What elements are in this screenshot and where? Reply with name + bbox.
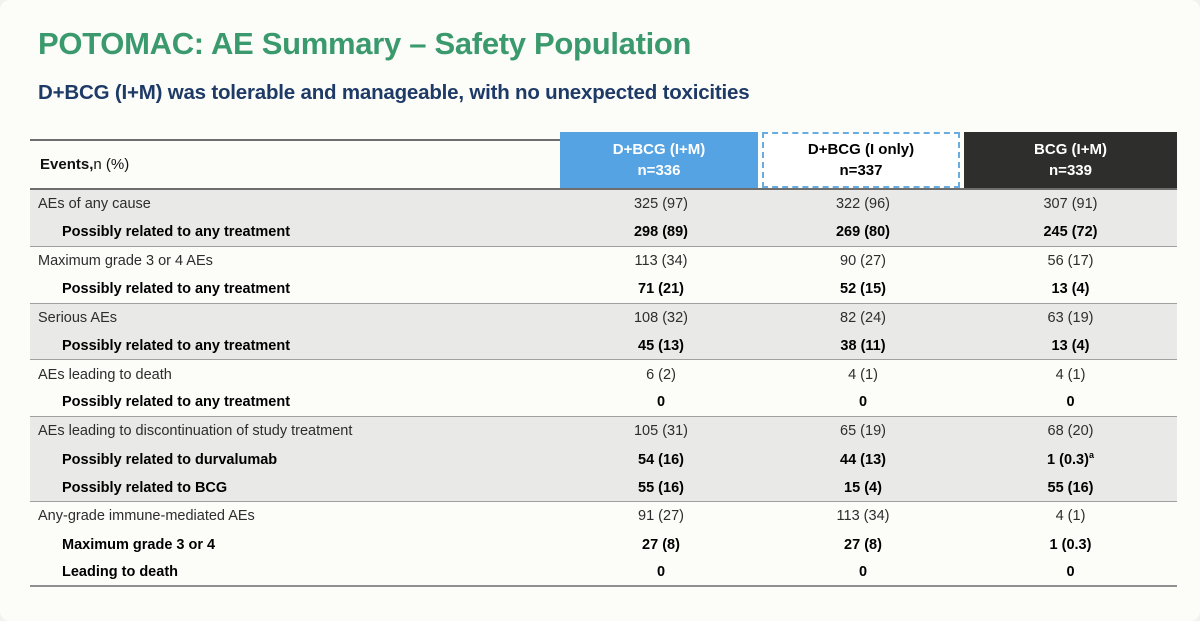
- row-label: Maximum grade 3 or 4 AEs: [38, 252, 213, 269]
- row-value: 82 (24): [840, 309, 886, 326]
- row-value: 55 (16): [1047, 479, 1094, 496]
- table-row: Leading to death 0 0 0: [30, 559, 1177, 588]
- table-row: AEs leading to death 6 (2) 4 (1) 4 (1): [30, 360, 1177, 388]
- row-value: 56 (17): [1047, 252, 1094, 269]
- row-value: 90 (27): [840, 252, 886, 269]
- page-subtitle: D+BCG (I+M) was tolerable and manageable…: [38, 81, 750, 104]
- row-label: Possibly related to durvalumab: [62, 451, 278, 468]
- table-row: Possibly related to BCG 55 (16) 15 (4) 55 (…: [30, 473, 1177, 503]
- table-row: Serious AEs 108 (32) 82 (24) 63 (19): [30, 303, 1177, 332]
- row-value: 1 (0.3): [1049, 536, 1092, 553]
- row-value: 113 (34): [836, 508, 890, 525]
- row-value: 44 (13): [840, 451, 886, 468]
- row-value: 52 (15): [840, 280, 886, 297]
- column-header-label: D+BCG (I+M): [612, 141, 706, 158]
- row-value: 6 (2): [646, 366, 676, 383]
- row-label: Possibly related to any treatment: [62, 337, 291, 354]
- row-label: Maximum grade 3 or 4: [62, 536, 216, 553]
- row-value: 322 (96): [835, 196, 890, 213]
- row-value: 0: [656, 394, 666, 411]
- row-value: 45 (13): [638, 337, 684, 354]
- row-value: 0: [1066, 564, 1075, 581]
- row-value: 91 (27): [638, 508, 684, 525]
- row-value: 1 (0.3)a: [1047, 449, 1094, 468]
- column-header-n: n=339: [1049, 162, 1092, 179]
- row-value: 0: [656, 564, 666, 581]
- row-value: 0: [858, 564, 868, 581]
- row-value: 113 (34): [634, 252, 688, 269]
- row-value: 71 (21): [638, 280, 684, 297]
- table-row: Any-grade immune-mediated AEs 91 (27) 113 …: [30, 502, 1177, 530]
- table-row: AEs leading to discontinuation of study …: [30, 417, 1177, 446]
- row-value: 325 (97): [633, 196, 688, 213]
- events-header-units: n (%): [93, 156, 130, 173]
- row-label: Possibly related to BCG: [62, 479, 228, 496]
- column-header-bcg-im: BCG (I+M) n=339: [964, 132, 1177, 188]
- row-label: Possibly related to any treatment: [62, 224, 291, 241]
- column-header-label: D+BCG (I only): [807, 141, 915, 158]
- row-label: Possibly related to any treatment: [62, 394, 291, 411]
- column-header-dbcg-im: D+BCG (I+M) n=336: [560, 132, 758, 188]
- row-label: Serious AEs: [38, 309, 117, 326]
- row-value: 68 (20): [1047, 423, 1094, 440]
- row-value: 63 (19): [1047, 309, 1094, 326]
- row-value: 65 (19): [840, 423, 886, 440]
- table-row: Possibly related to any treatment 298 (89…: [30, 218, 1177, 247]
- row-value: 27 (8): [642, 536, 680, 553]
- row-value: 4 (1): [1055, 366, 1086, 383]
- page-title: POTOMAC: AE Summary – Safety Population: [38, 26, 692, 61]
- row-value: 27 (8): [844, 536, 882, 553]
- row-value: 245 (72): [1043, 224, 1098, 241]
- ae-summary-table: Events, n (%) D+BCG (I+M) n=336 D+BCG (I…: [30, 132, 1177, 588]
- row-value: 108 (32): [633, 309, 688, 326]
- column-header-dbcg-i-only: D+BCG (I only) n=337: [762, 132, 960, 188]
- table-row: Possibly related to durvalumab 54 (16) 44 …: [30, 445, 1177, 474]
- row-value: 4 (1): [1055, 508, 1086, 525]
- column-header-label: BCG (I+M): [1034, 141, 1107, 158]
- row-label: AEs of any cause: [38, 196, 151, 213]
- row-label: Leading to death: [62, 564, 178, 581]
- row-value: 269 (80): [835, 224, 890, 241]
- row-value: 0: [1066, 394, 1075, 411]
- table-row: AEs of any cause 325 (97) 322 (96) 307 (91): [30, 190, 1177, 219]
- row-value: 13 (4): [1051, 337, 1090, 354]
- column-header-n: n=337: [839, 162, 883, 179]
- row-value: 307 (91): [1043, 196, 1098, 213]
- table-row: Possibly related to any treatment 45 (13)…: [30, 331, 1177, 361]
- row-value: 4 (1): [848, 366, 878, 383]
- events-column-header: Events, n (%): [30, 139, 560, 188]
- table-header-row: Events, n (%) D+BCG (I+M) n=336 D+BCG (I…: [30, 132, 1177, 190]
- row-value: 13 (4): [1051, 280, 1090, 297]
- table-body: AEs of any cause 325 (97) 322 (96) 307 (91)…: [30, 190, 1177, 588]
- column-header-n: n=336: [637, 162, 681, 179]
- row-value: 298 (89): [633, 224, 688, 241]
- row-label: AEs leading to death: [38, 366, 172, 383]
- row-value: 38 (11): [840, 337, 886, 354]
- table-row: Possibly related to any treatment 71 (21)…: [30, 275, 1177, 304]
- row-label: Any-grade immune-mediated AEs: [38, 508, 255, 525]
- table-row: Possibly related to any treatment 0 0 0: [30, 389, 1177, 418]
- events-header-label: Events,: [40, 156, 94, 173]
- row-value: 0: [858, 394, 868, 411]
- row-value: 105 (31): [633, 423, 688, 440]
- table-row: Maximum grade 3 or 4 AEs 113 (34) 90 (27) 5…: [30, 247, 1177, 275]
- row-value: 15 (4): [844, 479, 882, 496]
- row-label: Possibly related to any treatment: [62, 280, 291, 297]
- table-row: Maximum grade 3 or 4 27 (8) 27 (8) 1 (0.3): [30, 531, 1177, 559]
- row-value: 54 (16): [638, 451, 684, 468]
- row-value: 55 (16): [638, 479, 684, 496]
- row-label: AEs leading to discontinuation of study …: [38, 423, 353, 440]
